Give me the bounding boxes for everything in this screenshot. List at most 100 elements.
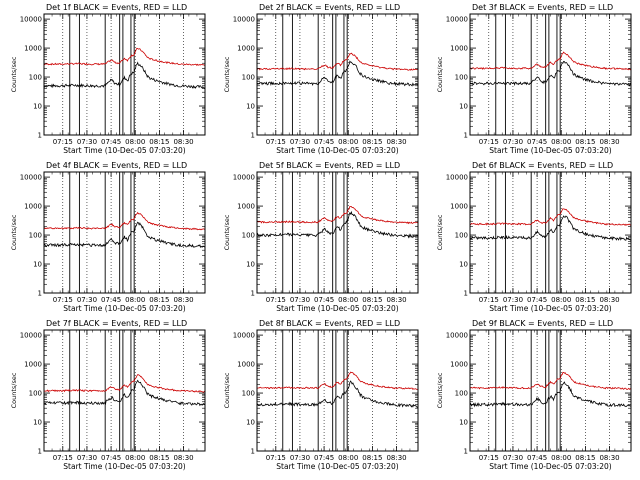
series-line-events	[469, 60, 632, 87]
x-tick-label: 08:15	[149, 454, 169, 462]
panel-title: Det 2f BLACK = Events, RED = LLD	[259, 3, 400, 12]
x-tick-label: 07:30	[290, 138, 310, 146]
x-tick-label: 07:30	[503, 138, 523, 146]
x-tick-label: 07:30	[290, 296, 310, 304]
chart-panel-7: Det 7f BLACK = Events, RED = LLD 1 10 100 10…	[10, 319, 206, 471]
panel-title: Det 3f BLACK = Events, RED = LLD	[472, 3, 613, 12]
series-line-events	[43, 221, 206, 249]
series-line-lld	[470, 51, 632, 71]
x-tick-label: 07:45	[527, 296, 547, 304]
x-axis-label: Start Time (10-Dec-05 07:03:20)	[489, 304, 611, 313]
panel-title: Det 9f BLACK = Events, RED = LLD	[472, 319, 613, 328]
x-tick-label: 08:30	[599, 138, 619, 146]
x-tick-label: 08:00	[551, 454, 571, 462]
series-line-lld	[256, 52, 418, 71]
plot-frame	[256, 171, 419, 294]
y-tick-label: 100	[242, 390, 255, 398]
x-tick-label: 08:15	[362, 454, 382, 462]
y-tick-label: 10000	[233, 332, 255, 340]
x-tick-label: 07:15	[266, 296, 286, 304]
x-tick-label: 07:45	[314, 296, 334, 304]
y-tick-label: 100	[29, 232, 42, 240]
y-tick-label: 1	[251, 290, 255, 298]
series-line-events	[469, 215, 632, 241]
chart-panel-4: Det 4f BLACK = Events, RED = LLD 1 10 100 10…	[10, 161, 206, 313]
x-axis-label: Start Time (10-Dec-05 07:03:20)	[63, 462, 185, 471]
y-tick-label: 100	[242, 232, 255, 240]
x-tick-label: 08:15	[362, 138, 382, 146]
y-tick-label: 10	[33, 419, 42, 427]
x-tick-label: 08:00	[551, 138, 571, 146]
panel-title: Det 4f BLACK = Events, RED = LLD	[46, 161, 187, 170]
x-tick-label: 07:30	[503, 454, 523, 462]
plot-frame	[256, 13, 419, 136]
x-tick-label: 07:15	[53, 138, 73, 146]
y-tick-label: 10000	[20, 332, 42, 340]
plot-frame	[469, 13, 632, 136]
x-tick-label: 07:15	[53, 454, 73, 462]
series-line-lld	[43, 47, 206, 67]
y-axis-label: Counts/sec	[436, 372, 444, 408]
y-tick-label: 100	[29, 74, 42, 82]
y-tick-label: 10	[33, 103, 42, 111]
series-line-events	[256, 60, 419, 87]
x-tick-label: 08:15	[149, 296, 169, 304]
y-tick-label: 1	[251, 132, 255, 140]
x-tick-label: 07:45	[527, 454, 547, 462]
x-tick-label: 07:45	[101, 454, 121, 462]
series-line-lld	[43, 374, 206, 393]
plot-frame	[43, 171, 206, 294]
y-tick-label: 1	[251, 448, 255, 456]
x-tick-label: 07:15	[479, 454, 499, 462]
series-line-events	[469, 381, 632, 408]
x-tick-label: 08:00	[125, 296, 145, 304]
x-tick-label: 07:45	[101, 296, 121, 304]
x-tick-label: 07:15	[266, 454, 286, 462]
y-tick-label: 1000	[237, 361, 255, 369]
x-tick-label: 08:30	[386, 296, 406, 304]
chart-panel-1: Det 1f BLACK = Events, RED = LLD 1 10 100 10…	[10, 3, 206, 155]
y-tick-label: 10000	[233, 16, 255, 24]
y-tick-label: 100	[455, 390, 468, 398]
y-tick-label: 100	[29, 390, 42, 398]
y-tick-label: 10	[246, 261, 255, 269]
series-line-events	[256, 210, 419, 239]
x-tick-label: 08:00	[338, 138, 358, 146]
panel-title: Det 8f BLACK = Events, RED = LLD	[259, 319, 400, 328]
panel-title: Det 7f BLACK = Events, RED = LLD	[46, 319, 187, 328]
y-tick-label: 10	[246, 103, 255, 111]
y-tick-label: 1000	[237, 203, 255, 211]
y-tick-label: 10	[459, 419, 468, 427]
x-tick-label: 08:30	[599, 296, 619, 304]
y-tick-label: 10000	[233, 174, 255, 182]
y-axis-label: Counts/sec	[223, 214, 231, 250]
series-line-events	[43, 379, 206, 407]
x-tick-label: 07:45	[314, 138, 334, 146]
y-tick-label: 1	[464, 448, 468, 456]
x-axis-label: Start Time (10-Dec-05 07:03:20)	[276, 304, 398, 313]
x-tick-label: 08:00	[125, 138, 145, 146]
y-axis-label: Counts/sec	[10, 56, 18, 92]
panel-title: Det 1f BLACK = Events, RED = LLD	[46, 3, 187, 12]
x-tick-label: 07:30	[77, 138, 97, 146]
y-tick-label: 1000	[237, 45, 255, 53]
x-tick-label: 07:45	[527, 138, 547, 146]
chart-panel-8: Det 8f BLACK = Events, RED = LLD 1 10 100 10…	[223, 319, 419, 471]
x-tick-label: 07:45	[314, 454, 334, 462]
chart-panel-2: Det 2f BLACK = Events, RED = LLD 1 10 100 10…	[223, 3, 419, 155]
x-axis-label: Start Time (10-Dec-05 07:03:20)	[489, 462, 611, 471]
y-axis-label: Counts/sec	[223, 372, 231, 408]
x-tick-label: 08:30	[386, 454, 406, 462]
x-tick-label: 07:30	[503, 296, 523, 304]
y-tick-label: 10000	[446, 16, 468, 24]
chart-panel-6: Det 6f BLACK = Events, RED = LLD 1 10 100 10…	[436, 161, 632, 313]
y-tick-label: 100	[242, 74, 255, 82]
y-tick-label: 10000	[20, 16, 42, 24]
y-tick-label: 10000	[446, 174, 468, 182]
y-tick-label: 10	[33, 261, 42, 269]
series-line-lld	[256, 371, 419, 391]
y-tick-label: 1000	[450, 361, 468, 369]
x-tick-label: 08:00	[551, 296, 571, 304]
x-tick-label: 07:15	[53, 296, 73, 304]
y-tick-label: 10	[459, 103, 468, 111]
